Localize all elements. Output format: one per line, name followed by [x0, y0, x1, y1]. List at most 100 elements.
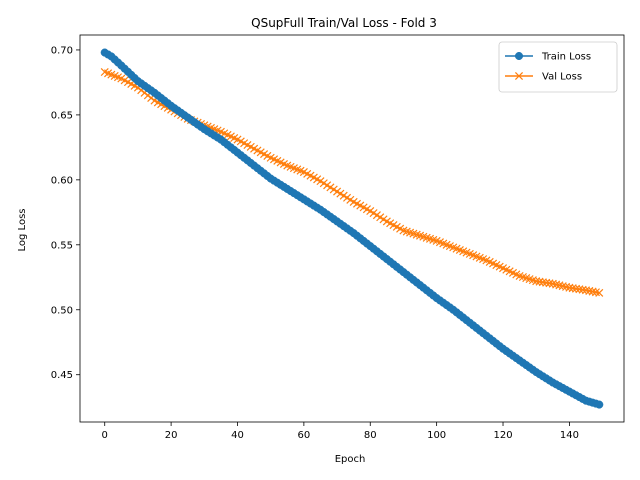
- val-loss-point-stroke-b: [110, 71, 119, 80]
- axes-frame: [79, 34, 625, 423]
- val-loss-point-stroke-b: [306, 171, 315, 180]
- val-loss-point-stroke-b: [528, 276, 537, 285]
- val-loss-point-stroke-b: [369, 209, 378, 218]
- val-loss-point: [542, 278, 551, 287]
- val-loss-point-stroke-b: [100, 67, 109, 77]
- val-loss-point-stroke-b: [276, 158, 285, 167]
- val-loss-point-stroke-b: [107, 70, 116, 79]
- val-loss-point-stroke-b: [113, 73, 123, 82]
- val-loss-point-stroke-b: [429, 235, 438, 244]
- val-loss-point-stroke-b: [346, 195, 355, 204]
- val-loss-point-stroke-b: [289, 164, 298, 173]
- val-loss-point-stroke-b: [449, 243, 458, 252]
- val-loss-point-stroke-b: [442, 240, 451, 249]
- val-loss-point-stroke-b: [492, 261, 501, 270]
- val-loss-point-stroke-b: [243, 141, 252, 150]
- x-tick-label: 60: [298, 430, 311, 441]
- val-loss-point-stroke-b: [319, 179, 328, 188]
- val-loss-point-stroke-b: [409, 229, 418, 238]
- val-loss-point-stroke-b: [465, 249, 474, 258]
- val-loss-point-stroke-b: [256, 148, 265, 157]
- val-loss-point-stroke-b: [283, 161, 292, 170]
- val-loss-point-stroke-b: [366, 207, 375, 216]
- val-loss-point-stroke-b: [253, 146, 262, 155]
- val-loss-point-stroke-b: [572, 284, 581, 293]
- val-loss-point-stroke-b: [578, 285, 587, 294]
- val-loss-point-stroke-b: [575, 285, 584, 294]
- val-loss-point-stroke-b: [323, 181, 332, 190]
- val-loss-point-stroke-b: [309, 173, 318, 182]
- val-loss-point-stroke-b: [422, 233, 431, 242]
- val-loss-point-stroke-b: [459, 247, 468, 256]
- val-loss-point-stroke-b: [293, 165, 302, 174]
- val-loss-point-stroke-b: [240, 139, 249, 148]
- val-loss-point-stroke-b: [382, 217, 391, 226]
- val-loss-point: [572, 284, 581, 293]
- train-loss-series: [100, 48, 604, 409]
- val-loss-point-stroke-b: [455, 245, 464, 255]
- val-loss-point-stroke-b: [439, 239, 448, 248]
- legend-box: [498, 41, 618, 93]
- x-tick-label: 20: [165, 430, 178, 441]
- y-tick-label: 0.60: [51, 175, 73, 186]
- val-loss-point: [575, 285, 584, 294]
- val-loss-point-stroke-b: [279, 159, 288, 169]
- val-loss-point-stroke-b: [226, 132, 235, 141]
- legend-train-loss-label: Train Loss: [541, 52, 591, 63]
- val-loss-point-stroke-b: [286, 162, 295, 171]
- val-loss-point-stroke-b: [432, 236, 441, 245]
- val-loss-point-stroke-b: [512, 270, 521, 279]
- val-loss-point-stroke-b: [522, 274, 531, 283]
- val-loss-point-stroke-b: [469, 251, 478, 260]
- x-tick-label: 0: [102, 430, 108, 441]
- val-loss-point-stroke-b: [120, 76, 129, 85]
- val-loss-point-stroke-b: [117, 74, 126, 83]
- val-loss-point-stroke-b: [386, 219, 395, 228]
- val-loss-point-stroke-b: [362, 205, 371, 214]
- val-loss-point-stroke-b: [555, 281, 564, 290]
- val-loss-point-stroke-b: [416, 231, 425, 240]
- axes: 0 20 40 60 80 100 120 140 0.45 0.50 0.55 0.60 0.65 0.…: [51, 34, 625, 441]
- val-loss-point: [595, 288, 604, 297]
- val-loss-point-stroke-b: [552, 280, 561, 289]
- val-loss-point-stroke-b: [376, 213, 385, 222]
- val-loss-point-stroke-b: [475, 253, 484, 262]
- legend-train-loss-marker: [514, 51, 524, 61]
- x-tick-label: 80: [364, 430, 377, 441]
- val-loss-point-stroke-b: [233, 135, 242, 144]
- val-loss-point-stroke-b: [568, 284, 577, 293]
- val-loss-point-stroke-b: [472, 252, 481, 261]
- legend: Train Loss Val Loss: [498, 41, 618, 93]
- val-loss-point-stroke-b: [558, 282, 567, 291]
- val-loss-point-stroke-b: [532, 277, 541, 286]
- val-loss-point-stroke-b: [392, 222, 401, 231]
- val-loss-point-stroke-b: [266, 153, 275, 162]
- y-tick-label: 0.55: [51, 240, 73, 251]
- val-loss-point-stroke-b: [518, 272, 527, 282]
- val-loss-point: [565, 283, 574, 292]
- val-loss-point-stroke-b: [336, 189, 345, 198]
- x-tick-label: 140: [560, 430, 579, 441]
- val-loss-point-stroke-b: [581, 286, 591, 295]
- val-loss-point-stroke-b: [548, 279, 557, 288]
- val-loss-point-stroke-b: [246, 142, 255, 151]
- y-tick-label: 0.45: [51, 370, 73, 381]
- val-loss-point-stroke-b: [425, 234, 435, 243]
- val-loss-point-stroke-b: [402, 227, 411, 236]
- val-loss-point-stroke-b: [230, 133, 239, 143]
- val-loss-point-stroke-b: [535, 277, 544, 286]
- val-loss-point-stroke-b: [595, 288, 604, 297]
- y-tick-label: 0.70: [51, 45, 73, 56]
- val-loss-point: [538, 278, 547, 287]
- chart-title: QSupFull Train/Val Loss - Fold 3: [251, 16, 437, 30]
- val-loss-point-stroke-b: [326, 183, 335, 192]
- val-loss-point-stroke-b: [462, 248, 471, 257]
- y-axis-label: Log Loss: [17, 209, 28, 252]
- val-loss-point-stroke-b: [591, 288, 600, 297]
- legend-val-loss-label: Val Loss: [542, 72, 582, 83]
- val-loss-point-stroke-b: [296, 166, 305, 175]
- val-loss-point-stroke-b: [250, 144, 259, 153]
- val-loss-point-stroke-b: [412, 230, 421, 239]
- val-loss-point-stroke-b: [123, 78, 132, 87]
- val-loss-point-stroke-b: [356, 201, 365, 210]
